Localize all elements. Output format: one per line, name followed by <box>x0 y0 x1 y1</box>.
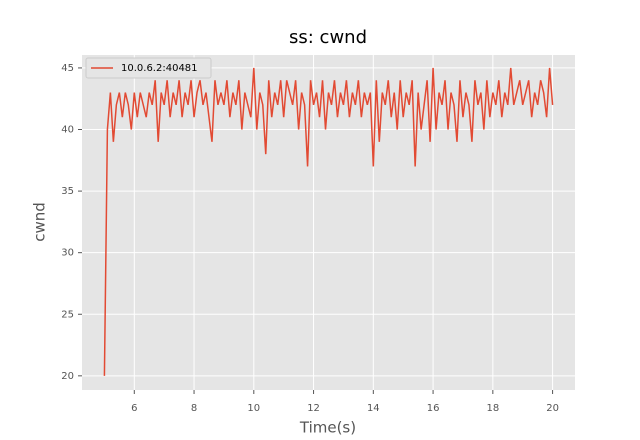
x-tick-label: 10 <box>247 403 260 414</box>
x-tick-label: 18 <box>486 403 499 414</box>
x-tick-label: 8 <box>191 403 197 414</box>
legend-label: 10.0.6.2:40481 <box>121 63 198 74</box>
x-tick-label: 12 <box>307 403 320 414</box>
y-tick-label: 25 <box>61 309 74 320</box>
x-tick-label: 6 <box>131 403 137 414</box>
y-tick-label: 40 <box>61 125 74 136</box>
chart-title: ss: cwnd <box>289 27 367 48</box>
legend-box <box>85 57 212 79</box>
x-tick-label: 20 <box>546 403 559 414</box>
y-tick-label: 20 <box>61 371 74 382</box>
y-tick-label: 45 <box>61 63 74 74</box>
y-axis-label: cwnd <box>31 202 49 242</box>
line-series <box>103 67 554 376</box>
y-tick-label: 35 <box>61 186 74 197</box>
y-tick-label: 30 <box>61 248 74 259</box>
x-tick-label: 14 <box>367 403 380 414</box>
x-tick-label: 16 <box>427 403 440 414</box>
x-axis-label: Time(s) <box>299 419 356 437</box>
